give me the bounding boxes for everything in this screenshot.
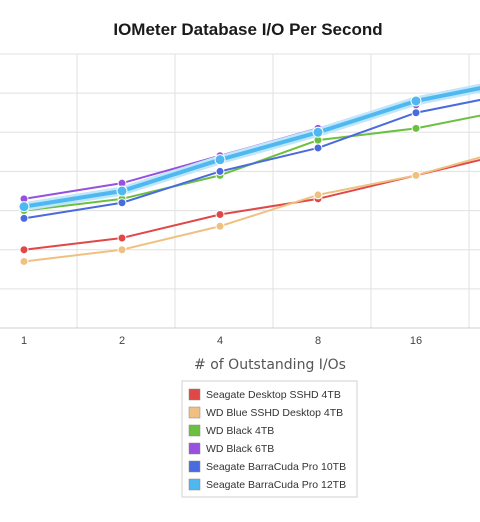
legend-swatch — [188, 442, 201, 455]
x-tick-label: 2 — [119, 335, 125, 347]
data-point — [215, 166, 225, 176]
x-tick-label: 16 — [410, 335, 422, 347]
data-point — [410, 95, 422, 107]
data-point — [117, 233, 127, 243]
legend-label: Seagate Desktop SSHD 4TB — [206, 389, 341, 401]
legend-swatch — [188, 460, 201, 473]
series-line — [23, 156, 480, 263]
legend-label: WD Blue SSHD Desktop 4TB — [206, 407, 343, 419]
legend-label: WD Black 6TB — [206, 443, 274, 455]
data-point — [215, 221, 225, 231]
x-tick-labels: 1 2 4 8 16 — [21, 335, 422, 347]
series-1 — [19, 156, 480, 266]
legend-swatch — [188, 478, 201, 491]
data-point — [117, 245, 127, 255]
data-point — [411, 123, 421, 133]
data-point — [313, 190, 323, 200]
legend: Seagate Desktop SSHD 4TB WD Blue SSHD Des… — [181, 380, 358, 498]
legend-label: WD Black 4TB — [206, 425, 274, 437]
x-tick-label: 4 — [217, 335, 223, 347]
data-point — [18, 201, 30, 213]
data-point — [116, 185, 128, 197]
series-3 — [19, 85, 480, 204]
chart-title: IOMeter Database I/O Per Second — [113, 20, 382, 39]
data-point — [214, 154, 226, 166]
series-5 — [18, 83, 480, 213]
series-4 — [19, 98, 480, 223]
series-line — [23, 85, 480, 200]
legend-swatch — [188, 388, 201, 401]
series-layer — [18, 83, 480, 266]
legend-swatch — [188, 424, 201, 437]
x-tick-label: 1 — [21, 335, 27, 347]
data-point — [19, 256, 29, 266]
x-axis-label: # of Outstanding I/Os — [194, 357, 346, 373]
grid — [0, 53, 480, 329]
legend-swatch — [188, 406, 201, 419]
data-point — [215, 209, 225, 219]
legend-label: Seagate BarraCuda Pro 12TB — [206, 479, 346, 491]
data-point — [411, 108, 421, 118]
data-point — [19, 245, 29, 255]
data-point — [313, 143, 323, 153]
data-point — [117, 198, 127, 208]
data-point — [312, 126, 324, 138]
data-point — [411, 170, 421, 180]
legend-label: Seagate BarraCuda Pro 10TB — [206, 461, 346, 473]
series-line — [23, 158, 480, 251]
data-point — [19, 213, 29, 223]
x-tick-label: 8 — [315, 335, 321, 347]
legend-box — [181, 380, 358, 498]
